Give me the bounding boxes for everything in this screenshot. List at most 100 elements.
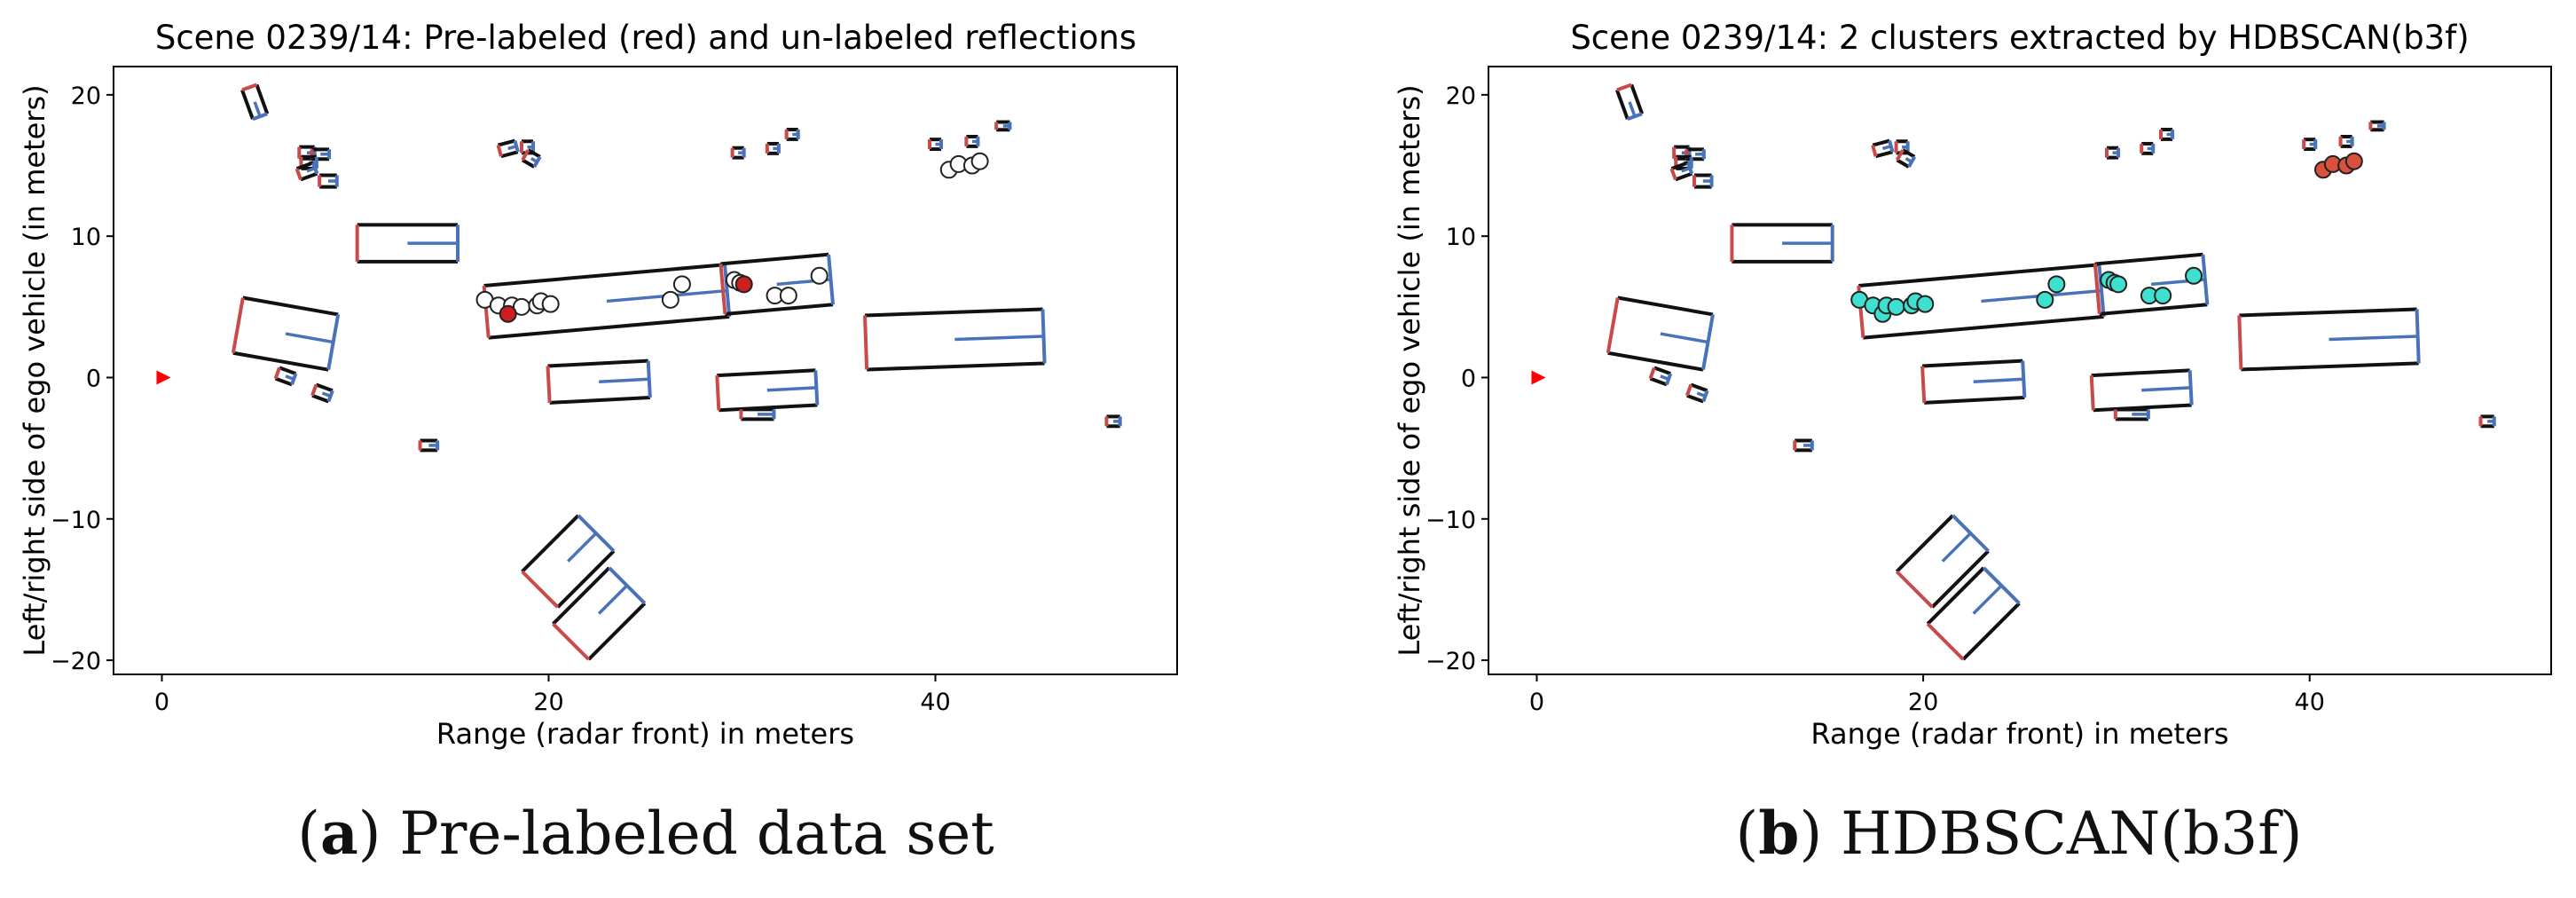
y-axis-label: Left/right side of ego vehicle (in meter… <box>18 84 51 656</box>
box-side <box>498 138 516 147</box>
box-front <box>252 112 268 122</box>
x-axis-label: Range (radar front) in meters <box>436 717 854 751</box>
box-rear <box>546 366 552 403</box>
y-tick-label: 10 <box>1446 224 1476 251</box>
box-side <box>1858 263 2100 288</box>
data-point <box>672 275 691 294</box>
box-side <box>300 171 318 182</box>
box-side <box>1924 395 2025 405</box>
object-box <box>2113 407 2150 421</box>
box-side <box>255 83 270 114</box>
ego-vehicle-marker <box>1531 370 1546 385</box>
box-side <box>242 295 339 317</box>
scene-boxes <box>231 83 1122 661</box>
object-box <box>2089 368 2194 413</box>
object-box <box>521 148 542 169</box>
box-side <box>720 252 829 266</box>
box-front <box>2201 254 2210 305</box>
box-heading <box>2141 386 2191 392</box>
box-side <box>232 351 329 372</box>
box-heading <box>1941 532 1972 563</box>
ego-vehicle-marker <box>156 370 171 385</box>
object-box <box>2368 120 2386 132</box>
box-heading <box>599 377 649 383</box>
data-point <box>970 152 989 170</box>
caption-a-letter: a <box>319 799 358 868</box>
box-side <box>295 161 314 170</box>
box-heading <box>321 391 332 398</box>
box-side <box>1921 358 2023 368</box>
object-box <box>863 307 1047 372</box>
box-side <box>521 514 580 573</box>
box-side <box>1670 161 1689 170</box>
object-box <box>2237 307 2421 372</box>
box-heading <box>567 532 598 563</box>
object-box <box>927 138 944 152</box>
box-side <box>1675 171 1692 182</box>
box-heading <box>1628 101 1637 117</box>
box-heading <box>285 374 295 381</box>
box-front <box>2021 360 2027 398</box>
object-box <box>1926 566 2021 661</box>
box-front <box>1907 155 1917 169</box>
box-front <box>532 155 542 169</box>
box-side <box>1863 314 2104 340</box>
data-point <box>2109 275 2128 294</box>
box-side <box>2241 361 2419 372</box>
x-tick-label: 0 <box>1529 689 1544 716</box>
object-box <box>2140 141 2156 155</box>
object-box <box>784 128 800 141</box>
object-box <box>730 146 746 160</box>
box-side <box>240 89 255 120</box>
data-point <box>541 295 560 313</box>
box-front <box>290 373 298 386</box>
data-point <box>2154 287 2172 305</box>
box-rear <box>719 264 727 315</box>
object-box <box>546 358 652 405</box>
box-heading <box>1681 166 1691 173</box>
y-axis-label: Left/right side of ego vehicle (in meter… <box>1393 84 1426 656</box>
box-side <box>1617 295 1714 317</box>
box-side <box>549 395 650 405</box>
data-point <box>2185 266 2203 285</box>
data-point <box>661 290 679 309</box>
data-point <box>499 304 517 323</box>
box-side <box>274 376 293 387</box>
object-box <box>1871 138 1895 159</box>
chart-title: Scene 0239/14: 2 clusters extracted by H… <box>1570 19 2469 57</box>
object-box <box>1793 438 1814 453</box>
box-heading <box>253 101 262 117</box>
plot-frame <box>1488 66 2552 675</box>
y-tick-label: −10 <box>1425 507 1476 534</box>
object-box <box>231 295 341 372</box>
box-heading <box>1972 584 2003 615</box>
object-box <box>2338 134 2354 148</box>
box-rear <box>310 383 318 397</box>
object-box <box>1730 223 1834 264</box>
box-rear <box>521 149 530 161</box>
data-point <box>2047 275 2066 294</box>
object-box <box>964 134 980 148</box>
box-heading <box>1905 157 1912 163</box>
box-side <box>2094 252 2203 266</box>
object-box <box>1104 414 1122 429</box>
box-rear <box>1616 83 1632 92</box>
box-rear <box>2237 315 2243 370</box>
object-box <box>765 141 781 155</box>
object-box <box>552 566 647 661</box>
box-rear <box>231 297 245 354</box>
object-box <box>2159 128 2175 141</box>
box-front <box>326 390 334 403</box>
box-side <box>315 382 334 393</box>
object-box <box>2302 138 2318 152</box>
object-box <box>719 252 836 316</box>
object-box <box>739 407 776 421</box>
box-side <box>1614 89 1630 120</box>
box-heading <box>1881 145 1892 151</box>
chart-b: Scene 0239/14: 2 clusters extracted by H… <box>1393 19 2552 751</box>
box-heading <box>507 145 517 151</box>
object-box <box>2478 414 2496 429</box>
box-heading <box>1973 377 2024 383</box>
box-side <box>311 393 330 404</box>
box-rear <box>273 366 281 380</box>
